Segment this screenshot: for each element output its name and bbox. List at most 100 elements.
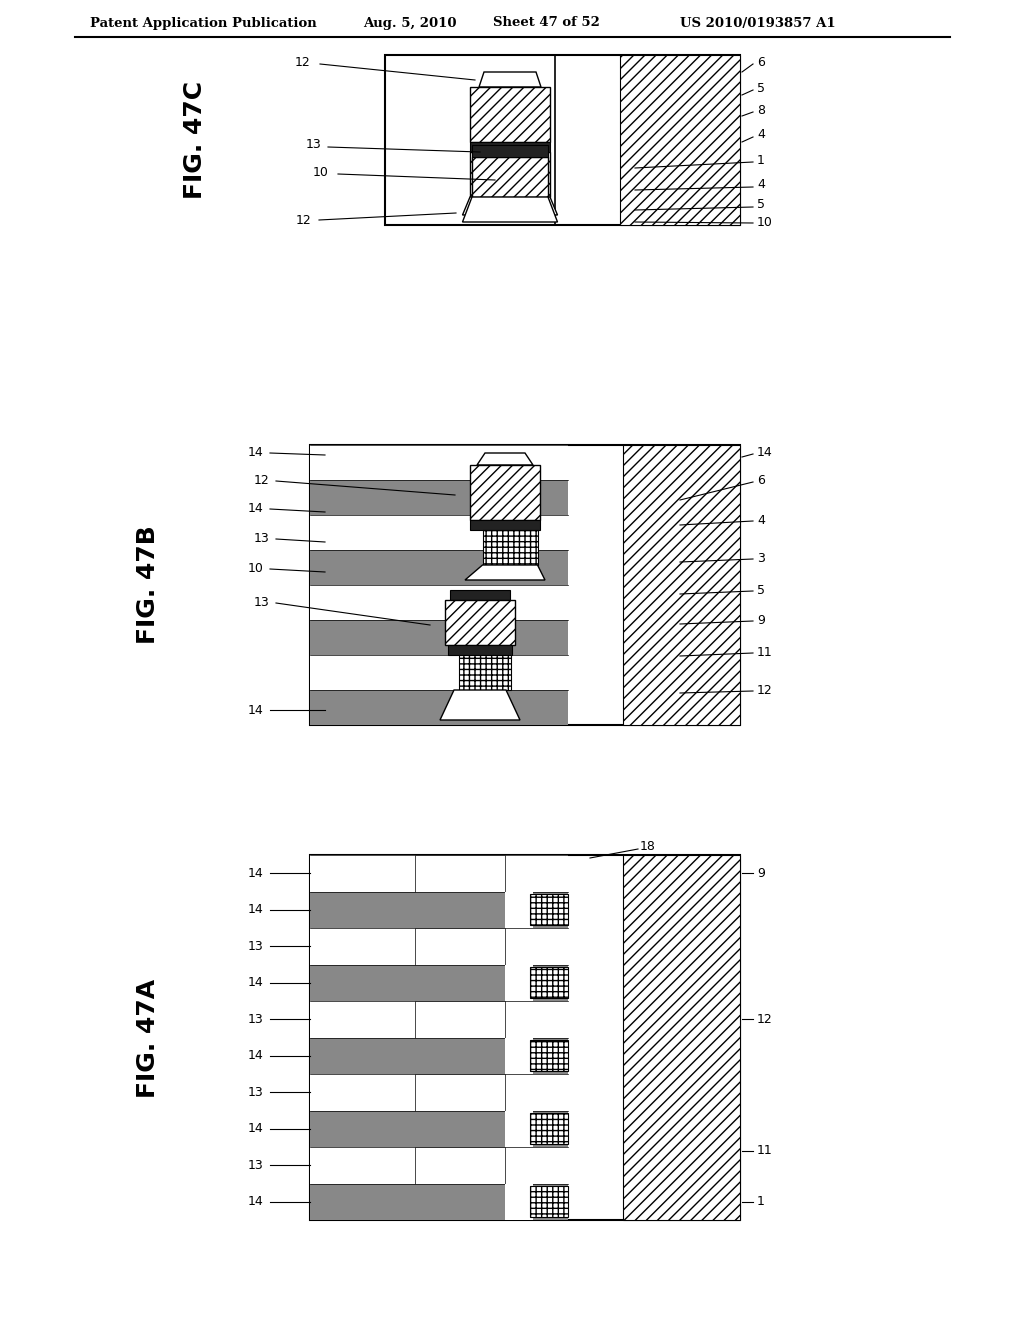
Bar: [310, 480, 568, 515]
Bar: [470, 465, 540, 520]
Text: 13: 13: [254, 595, 269, 609]
Text: 10: 10: [248, 561, 264, 574]
Text: 14: 14: [248, 704, 264, 717]
Bar: [530, 894, 568, 925]
Bar: [415, 1001, 505, 1038]
Text: 6: 6: [757, 474, 765, 487]
Bar: [620, 55, 740, 224]
Bar: [505, 1184, 534, 1220]
Text: 5: 5: [757, 583, 765, 597]
Bar: [310, 515, 568, 550]
Text: 12: 12: [296, 214, 311, 227]
Bar: [470, 143, 550, 152]
Text: 1: 1: [757, 1195, 765, 1208]
Text: 3: 3: [757, 552, 765, 565]
Bar: [310, 855, 568, 891]
Text: 14: 14: [248, 1195, 264, 1208]
Text: 14: 14: [248, 903, 264, 916]
Text: US 2010/0193857 A1: US 2010/0193857 A1: [680, 16, 836, 29]
Bar: [310, 655, 568, 690]
Text: 14: 14: [248, 977, 264, 989]
Bar: [450, 590, 510, 601]
Bar: [445, 601, 515, 645]
Bar: [472, 157, 548, 197]
Bar: [415, 855, 505, 891]
Bar: [415, 1147, 505, 1184]
Text: 4: 4: [757, 513, 765, 527]
Text: 6: 6: [757, 55, 765, 69]
Bar: [505, 1110, 534, 1147]
Text: 10: 10: [313, 165, 329, 178]
Bar: [310, 620, 568, 655]
Bar: [482, 531, 538, 565]
Text: 9: 9: [757, 867, 765, 879]
Bar: [310, 1001, 568, 1038]
Bar: [310, 1074, 568, 1110]
Text: 14: 14: [248, 1049, 264, 1063]
Text: 13: 13: [248, 940, 264, 953]
Text: 13: 13: [248, 1012, 264, 1026]
Text: 13: 13: [254, 532, 269, 544]
Text: 12: 12: [254, 474, 269, 487]
Bar: [415, 928, 505, 965]
Bar: [530, 1040, 568, 1072]
Text: 13: 13: [248, 1086, 264, 1098]
Bar: [623, 445, 740, 725]
Text: 8: 8: [757, 103, 765, 116]
Polygon shape: [477, 453, 534, 465]
Text: 14: 14: [248, 867, 264, 879]
Text: 14: 14: [757, 446, 773, 458]
Bar: [470, 152, 550, 197]
Text: 12: 12: [757, 684, 773, 697]
Polygon shape: [463, 197, 557, 215]
Bar: [385, 55, 740, 224]
Polygon shape: [440, 690, 520, 719]
Text: 11: 11: [757, 1144, 773, 1158]
Bar: [505, 1038, 534, 1074]
Bar: [503, 145, 517, 215]
Text: 5: 5: [757, 198, 765, 211]
Text: 12: 12: [295, 55, 310, 69]
Text: 12: 12: [757, 1012, 773, 1026]
Text: Sheet 47 of 52: Sheet 47 of 52: [493, 16, 600, 29]
Bar: [310, 690, 568, 725]
Bar: [505, 891, 534, 928]
Bar: [310, 1110, 568, 1147]
Bar: [310, 550, 568, 585]
Bar: [310, 1147, 568, 1184]
Text: 14: 14: [248, 502, 264, 515]
Bar: [530, 1113, 568, 1144]
Polygon shape: [465, 565, 545, 579]
Text: 13: 13: [248, 1159, 264, 1172]
Text: 9: 9: [757, 614, 765, 627]
Bar: [530, 968, 568, 998]
Text: 1: 1: [757, 153, 765, 166]
Bar: [310, 891, 568, 928]
Text: 4: 4: [757, 178, 765, 191]
Bar: [623, 855, 740, 1220]
Bar: [310, 1184, 568, 1220]
Bar: [472, 145, 548, 157]
Bar: [459, 655, 511, 690]
Text: 10: 10: [757, 216, 773, 230]
Text: 13: 13: [306, 139, 322, 152]
Bar: [310, 585, 568, 620]
Bar: [310, 855, 740, 1220]
Bar: [505, 965, 534, 1001]
Bar: [310, 1038, 568, 1074]
Text: FIG. 47C: FIG. 47C: [183, 81, 207, 199]
Bar: [415, 1074, 505, 1110]
Bar: [449, 645, 512, 655]
Polygon shape: [479, 73, 541, 87]
Text: Patent Application Publication: Patent Application Publication: [90, 16, 316, 29]
Bar: [310, 445, 568, 480]
Bar: [530, 1187, 568, 1217]
Bar: [470, 87, 550, 143]
Bar: [310, 928, 568, 965]
Text: 14: 14: [248, 446, 264, 458]
Text: 14: 14: [248, 1122, 264, 1135]
Text: Aug. 5, 2010: Aug. 5, 2010: [362, 16, 457, 29]
Text: 11: 11: [757, 645, 773, 659]
Bar: [310, 965, 568, 1001]
Text: FIG. 47B: FIG. 47B: [136, 525, 160, 644]
